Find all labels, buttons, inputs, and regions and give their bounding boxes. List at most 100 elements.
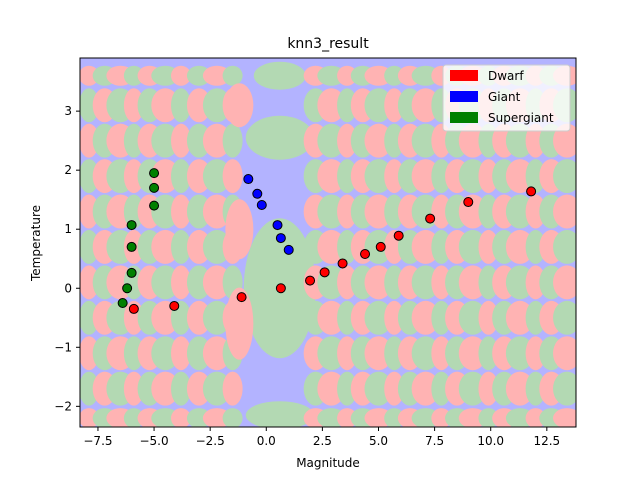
x-tick-label: −5.0 — [139, 434, 168, 448]
region-blob — [80, 229, 99, 264]
region-blob — [505, 265, 534, 300]
region-blob — [202, 123, 231, 158]
region-blob — [80, 265, 99, 300]
point-dwarf — [375, 241, 386, 252]
x-axis: −7.5 −5.0 −2.5 0.0 2.5 5.0 7.5 10.0 12.5 — [83, 427, 560, 448]
region-blob — [337, 229, 358, 264]
region-blob — [384, 123, 405, 158]
region-blob — [317, 336, 346, 371]
y-tick-label: −2 — [54, 399, 72, 413]
point-dwarf — [425, 213, 436, 224]
region-blob — [411, 88, 440, 123]
point-giant — [283, 244, 294, 255]
region-blob — [553, 300, 576, 335]
point-supergiant — [149, 182, 160, 193]
legend-label-giant: Giant — [488, 90, 521, 104]
point-supergiant — [126, 241, 137, 252]
region-blob — [525, 300, 546, 335]
region-blob — [458, 336, 487, 371]
point-dwarf — [393, 230, 404, 241]
region-blob — [411, 300, 440, 335]
region-blob — [364, 123, 393, 158]
region-blob — [245, 401, 314, 427]
region-blob — [170, 159, 191, 194]
region-blob — [411, 159, 440, 194]
region-blob — [253, 61, 306, 90]
region-blob — [123, 194, 144, 229]
region-blob — [384, 371, 405, 406]
region-blob — [170, 194, 191, 229]
region-blob — [553, 123, 576, 158]
point-giant — [272, 220, 283, 231]
y-tick-label: 3 — [64, 104, 72, 118]
region-blob — [364, 88, 393, 123]
point-giant — [252, 188, 263, 199]
region-blob — [337, 88, 358, 123]
region-blob — [337, 336, 358, 371]
point-dwarf — [128, 303, 139, 314]
region-blob — [151, 265, 180, 300]
region-blob — [80, 159, 99, 194]
region-blob — [222, 65, 243, 86]
point-supergiant — [149, 168, 160, 179]
data-points — [117, 168, 537, 314]
region-blob — [337, 194, 358, 229]
region-blob — [170, 408, 191, 427]
point-supergiant — [126, 220, 137, 231]
point-dwarf — [463, 197, 474, 208]
region-blob — [170, 229, 191, 264]
region-blob — [553, 371, 576, 406]
region-blob — [337, 159, 358, 194]
legend-label-supergiant: Supergiant — [488, 111, 554, 125]
region-blob — [553, 229, 576, 264]
chart-title: knn3_result — [287, 36, 369, 52]
region-blob — [553, 408, 576, 427]
region-blob — [431, 300, 452, 335]
region-blob — [364, 336, 393, 371]
y-tick-label: 2 — [64, 163, 72, 177]
region-blob — [337, 123, 358, 158]
region-blob — [458, 371, 487, 406]
point-dwarf — [275, 283, 286, 294]
region-blob — [80, 194, 99, 229]
region-blob — [170, 65, 191, 86]
y-tick-label: 1 — [64, 222, 72, 236]
region-blob — [170, 265, 191, 300]
point-supergiant — [122, 283, 133, 294]
region-blob — [317, 194, 346, 229]
region-blob — [170, 371, 191, 406]
region-blob — [151, 88, 180, 123]
region-blob — [80, 371, 99, 406]
region-blob — [317, 88, 346, 123]
region-blob — [411, 229, 440, 264]
region-blob — [553, 265, 576, 300]
region-blob — [317, 371, 346, 406]
region-blob — [478, 229, 499, 264]
region-blob — [364, 371, 393, 406]
legend-swatch-dwarf — [450, 70, 478, 81]
region-blob — [525, 229, 546, 264]
region-blob — [505, 159, 534, 194]
region-blob — [478, 123, 499, 158]
region-blob — [222, 408, 243, 427]
region-blob — [317, 229, 346, 264]
region-blob — [478, 194, 499, 229]
region-blob — [411, 123, 440, 158]
region-blob — [123, 159, 144, 194]
region-blob — [458, 300, 487, 335]
region-blob — [170, 88, 191, 123]
region-blob — [411, 65, 440, 86]
point-dwarf — [337, 258, 348, 269]
region-blob — [170, 336, 191, 371]
region-blob — [123, 88, 144, 123]
region-blob — [384, 65, 405, 86]
region-blob — [411, 336, 440, 371]
region-blob — [222, 123, 243, 158]
region-blob — [478, 371, 499, 406]
x-tick-label: 12.5 — [533, 434, 560, 448]
region-blob — [123, 123, 144, 158]
region-blob — [80, 336, 99, 371]
region-blob — [431, 336, 452, 371]
region-blob — [337, 65, 358, 86]
point-dwarf — [305, 275, 316, 286]
